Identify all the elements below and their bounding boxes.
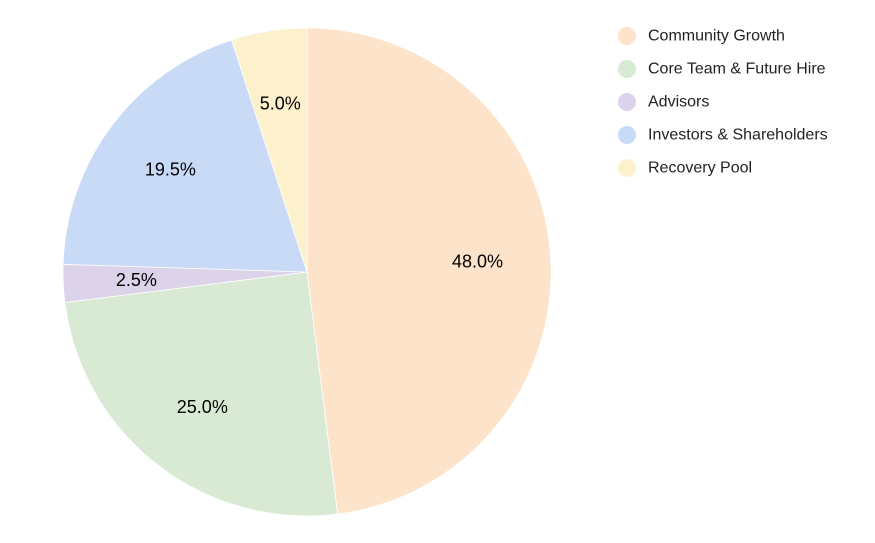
- legend-item-recovery-pool: Recovery Pool: [618, 159, 752, 177]
- legend-swatch: [618, 60, 636, 78]
- legend: Community Growth Core Team & Future Hire A…: [618, 27, 828, 177]
- pie-slice-community-growth: [306, 27, 552, 515]
- legend-swatch: [618, 93, 636, 111]
- legend-label: Advisors: [648, 94, 709, 111]
- legend-label: Core Team & Future Hire: [648, 61, 826, 78]
- slice-label-recovery-pool: 5.0%: [260, 93, 301, 113]
- pie-slice-labels: 48.0% 25.0% 2.5% 19.5% 5.0%: [116, 93, 503, 417]
- legend-swatch: [618, 27, 636, 45]
- pie-slice-investors-and-shareholders: [62, 39, 308, 273]
- legend-item-investors-and-shareholders: Investors & Shareholders: [618, 126, 828, 144]
- legend-item-advisors: Advisors: [618, 93, 709, 111]
- slice-label-advisors: 2.5%: [116, 270, 157, 290]
- legend-label: Recovery Pool: [648, 160, 752, 177]
- pie-slices: [62, 27, 552, 517]
- legend-label: Investors & Shareholders: [648, 127, 828, 144]
- slice-label-community-growth: 48.0%: [452, 251, 503, 271]
- legend-item-community-growth: Community Growth: [618, 27, 785, 45]
- legend-label: Community Growth: [648, 28, 785, 45]
- legend-swatch: [618, 126, 636, 144]
- slice-label-core-team-and-future-hire: 25.0%: [177, 397, 228, 417]
- slice-label-investors-and-shareholders: 19.5%: [145, 159, 196, 179]
- legend-item-core-team-and-future-hire: Core Team & Future Hire: [618, 60, 826, 78]
- pie-slice-recovery-pool: [231, 27, 308, 273]
- legend-swatch: [618, 159, 636, 177]
- pie-slice-core-team-and-future-hire: [64, 271, 339, 517]
